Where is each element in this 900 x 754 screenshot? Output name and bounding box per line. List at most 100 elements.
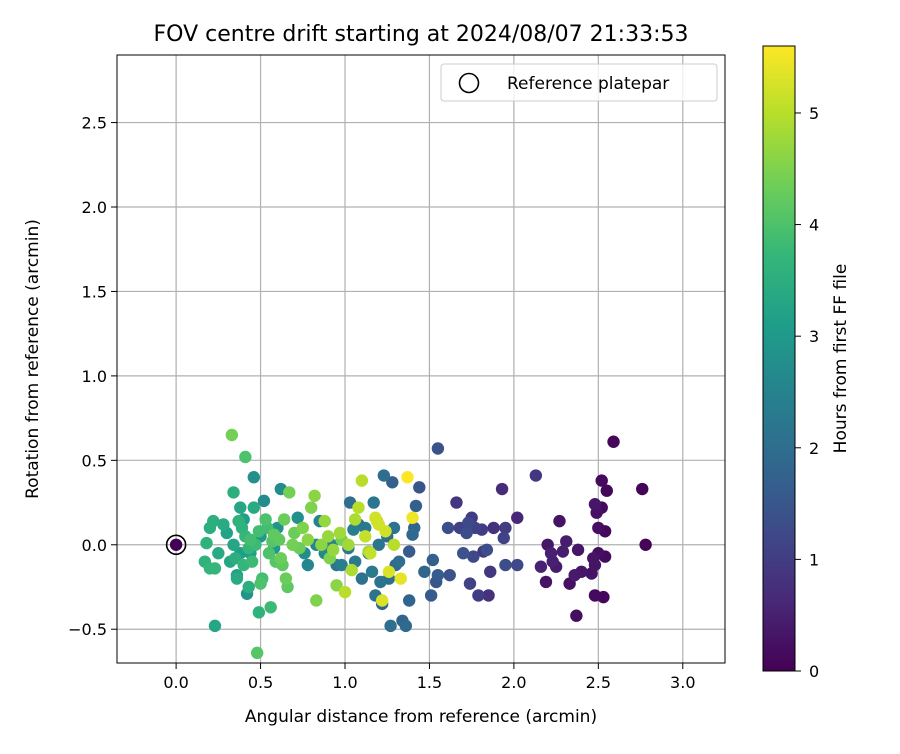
data-point xyxy=(431,442,445,455)
colorbar-ticks: 0 1 2 3 4 5 xyxy=(795,104,819,681)
data-point xyxy=(283,486,296,499)
colorbar-tick-label: 4 xyxy=(809,216,819,235)
data-point xyxy=(499,558,512,572)
data-point xyxy=(262,547,276,560)
y-tick-label: 1.0 xyxy=(82,367,107,386)
data-point xyxy=(484,565,497,578)
data-point xyxy=(443,568,456,582)
data-point xyxy=(286,538,299,551)
data-point xyxy=(364,547,377,560)
data-point xyxy=(386,476,399,489)
data-point xyxy=(301,558,315,572)
data-point xyxy=(342,538,355,551)
data-point xyxy=(208,562,222,575)
data-point xyxy=(333,526,347,540)
colorbar: 0 1 2 3 4 5 Hours from first FF file xyxy=(762,45,851,681)
data-point xyxy=(355,572,369,585)
data-point xyxy=(208,619,222,633)
y-tick-label: 1.5 xyxy=(82,282,107,301)
x-tick-label: 2.0 xyxy=(501,673,526,692)
data-point xyxy=(296,521,309,535)
data-point xyxy=(570,609,583,622)
data-point xyxy=(372,538,385,551)
y-tick-label: −0.5 xyxy=(68,620,107,639)
data-point xyxy=(600,484,613,497)
data-point xyxy=(348,513,362,526)
data-point xyxy=(639,538,652,551)
data-point xyxy=(200,536,213,550)
reference-point-dot xyxy=(169,538,183,551)
y-tick-label: 2.5 xyxy=(82,114,107,133)
legend-box xyxy=(440,63,718,102)
data-point xyxy=(636,482,649,496)
data-point xyxy=(462,516,475,530)
chart-title: FOV centre drift starting at 2024/08/07 … xyxy=(154,22,689,47)
data-point xyxy=(374,575,387,589)
data-point xyxy=(227,486,240,499)
data-point xyxy=(257,494,271,508)
data-point xyxy=(352,501,365,514)
data-point xyxy=(607,435,620,448)
data-point xyxy=(318,514,331,528)
data-point xyxy=(595,474,608,487)
data-point xyxy=(406,511,419,524)
data-point xyxy=(588,589,602,602)
data-point xyxy=(379,525,392,538)
data-point xyxy=(511,558,524,572)
data-point xyxy=(377,469,391,482)
data-point xyxy=(308,489,321,502)
x-tick-label: 0.5 xyxy=(248,673,273,692)
x-tick-label: 1.0 xyxy=(332,673,357,692)
colorbar-frame xyxy=(762,45,796,672)
colorbar-tick-label: 2 xyxy=(809,439,819,458)
data-point xyxy=(259,513,272,526)
data-point xyxy=(571,543,585,557)
data-point xyxy=(367,496,380,509)
data-point xyxy=(499,521,512,535)
data-point xyxy=(387,538,401,551)
data-point xyxy=(553,514,566,528)
data-point xyxy=(274,552,288,565)
reference-point-marker xyxy=(165,534,187,556)
data-point xyxy=(482,589,495,602)
data-point xyxy=(359,530,372,543)
data-point xyxy=(217,518,230,531)
data-point xyxy=(495,482,509,496)
data-point xyxy=(250,646,264,660)
colorbar-gradient xyxy=(763,46,795,671)
data-point xyxy=(418,565,431,578)
y-tick-label: 2.0 xyxy=(82,198,107,217)
data-point xyxy=(278,513,291,526)
data-point xyxy=(330,579,343,592)
data-point xyxy=(279,572,293,585)
data-point xyxy=(212,547,225,560)
data-point xyxy=(225,428,239,442)
legend-marker-open-circle xyxy=(458,72,480,94)
x-axis-label: Angular distance from reference (arcmin) xyxy=(245,707,597,727)
data-point xyxy=(487,521,500,535)
data-point xyxy=(244,533,257,546)
data-point xyxy=(355,474,369,487)
data-point xyxy=(402,594,416,607)
data-point xyxy=(424,589,438,602)
data-point xyxy=(497,531,510,545)
legend: Reference platepar xyxy=(440,63,718,102)
data-point xyxy=(247,501,260,514)
grid xyxy=(117,55,725,663)
y-tick-label: 0.0 xyxy=(82,536,107,555)
data-point xyxy=(247,471,260,484)
data-point xyxy=(345,563,358,577)
data-point xyxy=(529,469,543,482)
data-point xyxy=(402,545,416,558)
data-point xyxy=(399,619,412,633)
data-point xyxy=(335,558,348,572)
data-point xyxy=(587,552,600,565)
data-point xyxy=(568,568,581,582)
reference-marker-layer xyxy=(165,534,187,556)
data-point xyxy=(394,572,407,585)
data-point xyxy=(384,619,397,633)
data-point xyxy=(310,594,323,607)
data-point xyxy=(203,521,217,535)
